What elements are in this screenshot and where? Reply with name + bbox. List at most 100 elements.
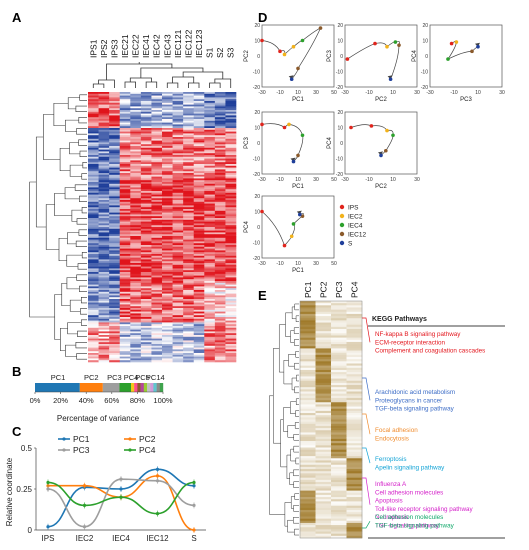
heatmap-cell bbox=[346, 329, 363, 332]
heatmap-cell bbox=[151, 344, 163, 347]
legend-label-pc2: PC2 bbox=[139, 434, 156, 444]
series-point-pc1 bbox=[192, 484, 196, 488]
heatmap-cell bbox=[98, 286, 110, 289]
heatmap-cell bbox=[130, 180, 142, 183]
heatmap-cell bbox=[98, 236, 110, 239]
heatmap-cell bbox=[204, 336, 216, 339]
heatmap-cell bbox=[88, 95, 99, 98]
heatmap-cell bbox=[88, 185, 99, 188]
heatmap-cell bbox=[315, 501, 332, 504]
heatmap-cell bbox=[315, 339, 332, 343]
heatmap-cell bbox=[88, 273, 99, 276]
heatmap-cell bbox=[225, 174, 237, 177]
heatmap-cell bbox=[162, 95, 173, 98]
row-dendrogram-branch bbox=[77, 263, 87, 270]
heatmap-cell bbox=[88, 218, 99, 221]
heatmap-cell bbox=[172, 279, 184, 282]
heatmap-cell bbox=[214, 160, 226, 163]
heatmap-cell bbox=[88, 165, 99, 168]
heatmap-cell bbox=[130, 277, 142, 280]
heatmap-cell bbox=[204, 306, 216, 309]
heatmap-cell bbox=[162, 288, 173, 291]
heatmap-cell bbox=[331, 535, 347, 539]
heatmap-cell bbox=[109, 336, 121, 339]
series-point-pc2 bbox=[155, 474, 160, 478]
kegg-pathway-label: Ferroptosis bbox=[375, 456, 407, 463]
heatmap-cell bbox=[225, 360, 237, 363]
heatmap-cell bbox=[193, 302, 205, 305]
x-tick-label: -30 bbox=[341, 177, 348, 183]
heatmap-cell bbox=[214, 254, 226, 257]
heatmap-cell bbox=[172, 302, 184, 305]
row-dendrogram-branch bbox=[67, 232, 79, 245]
legend-marker-iec2 bbox=[339, 213, 345, 219]
heatmap-cell bbox=[214, 345, 226, 348]
heatmap-cell bbox=[225, 167, 237, 170]
heatmap-cell bbox=[172, 200, 184, 203]
heatmap-cell bbox=[119, 345, 131, 348]
heatmap-cell bbox=[193, 209, 205, 212]
heatmap-cell bbox=[300, 481, 316, 485]
heatmap-cell bbox=[119, 216, 131, 219]
heatmap-cell bbox=[162, 194, 173, 197]
heatmap-cell bbox=[300, 462, 316, 466]
heatmap-cell bbox=[151, 309, 163, 312]
heatmap-cell bbox=[109, 99, 121, 102]
heatmap-cell bbox=[98, 243, 110, 246]
y-tick-label: 0 bbox=[257, 225, 260, 231]
heatmap-cell bbox=[214, 315, 226, 318]
heatmap-cell bbox=[130, 329, 142, 332]
heatmap-cell bbox=[204, 356, 216, 359]
heatmap-cell bbox=[331, 408, 347, 412]
heatmap-cell bbox=[204, 237, 216, 240]
heatmap-cell bbox=[109, 344, 121, 347]
heatmap-cell bbox=[162, 201, 173, 204]
heatmap-cell bbox=[162, 144, 173, 147]
heatmap-cell bbox=[172, 329, 184, 332]
heatmap-cell bbox=[172, 358, 184, 361]
x-tick-label: -30 bbox=[426, 90, 433, 96]
heatmap-cell bbox=[140, 246, 152, 249]
heatmap-cell bbox=[204, 106, 216, 109]
heatmap-cell bbox=[119, 182, 131, 185]
heatmap-cell bbox=[300, 305, 316, 308]
heatmap-cell bbox=[346, 361, 363, 364]
heatmap-cell bbox=[98, 131, 110, 134]
row-dendrogram-branch bbox=[291, 306, 297, 320]
heatmap-cell bbox=[98, 360, 110, 363]
heatmap-cell bbox=[88, 266, 99, 269]
x-tick-label: 10 bbox=[295, 261, 301, 267]
heatmap-cell bbox=[130, 212, 142, 215]
heatmap-cell bbox=[162, 162, 173, 165]
heatmap-cell bbox=[98, 97, 110, 100]
heatmap-cell bbox=[204, 151, 216, 154]
heatmap-cell bbox=[109, 180, 121, 183]
heatmap-cell bbox=[88, 227, 99, 230]
heatmap-cell bbox=[140, 320, 152, 323]
heatmap-cell bbox=[98, 102, 110, 105]
heatmap-cell bbox=[151, 149, 163, 152]
heatmap-cell bbox=[204, 351, 216, 354]
heatmap-cell bbox=[225, 111, 237, 114]
heatmap-cell bbox=[300, 372, 316, 375]
heatmap-cell bbox=[315, 533, 332, 537]
row-dendrogram-branch bbox=[280, 419, 287, 468]
heatmap-cell bbox=[193, 201, 205, 204]
heatmap-cell bbox=[88, 344, 99, 347]
heatmap-cell bbox=[300, 348, 316, 351]
heatmap-cell bbox=[88, 216, 99, 219]
heatmap-cell bbox=[172, 151, 184, 154]
heatmap-cell bbox=[172, 241, 184, 244]
heatmap-cell bbox=[193, 97, 205, 100]
row-dendrogram-branch bbox=[295, 410, 299, 417]
heatmap-cell bbox=[109, 101, 121, 104]
heatmap-cell bbox=[151, 306, 163, 309]
heatmap-cell bbox=[300, 389, 316, 392]
heatmap-cell bbox=[331, 406, 347, 410]
heatmap-cell bbox=[140, 273, 152, 276]
heatmap-cell bbox=[225, 311, 237, 314]
heatmap-cell bbox=[225, 138, 237, 141]
heatmap-cell bbox=[140, 223, 152, 226]
heatmap-cell bbox=[300, 385, 316, 388]
heatmap-cell bbox=[140, 358, 152, 361]
